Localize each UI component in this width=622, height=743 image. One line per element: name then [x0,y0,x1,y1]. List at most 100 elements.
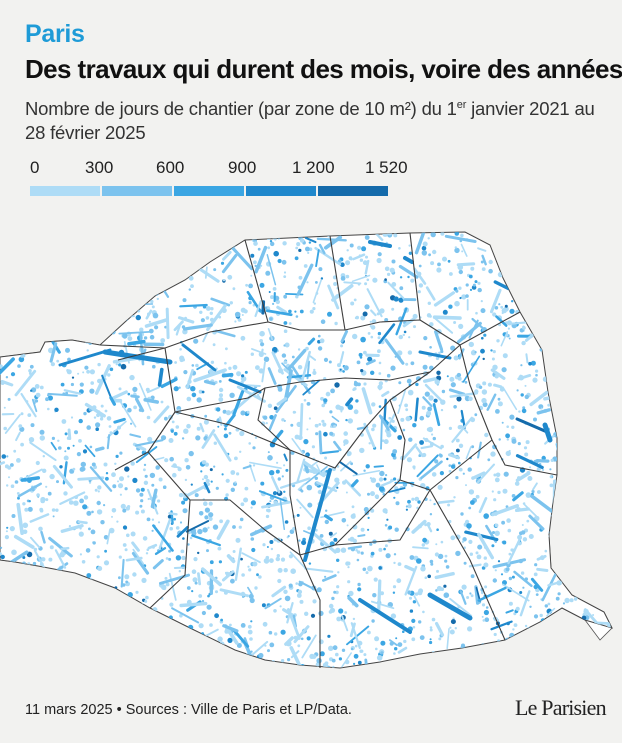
works-dot [258,575,262,579]
works-segment [221,253,238,274]
works-dot [288,667,294,668]
works-dot [314,528,318,532]
works-dot [370,335,374,339]
works-dot [227,637,233,644]
subtitle: Nombre de jours de chantier (par zone de… [25,97,595,145]
works-dot [387,232,393,236]
works-dot [485,606,489,609]
works-dot [558,526,565,533]
works-dot [410,278,415,283]
works-dot [48,557,53,562]
paris-map [0,231,622,669]
works-segment [29,441,57,462]
works-dot [82,371,85,374]
works-dot [45,485,48,488]
works-dot [508,648,514,653]
works-dot [482,402,488,408]
boundary-west-1 [99,344,176,453]
works-segment [309,355,317,361]
works-dot [424,523,428,527]
works-dot [538,245,544,251]
works-dot [260,232,264,235]
works-dot [436,528,439,531]
works-dot [465,484,467,487]
works-dot [604,243,609,248]
works-dot [354,644,358,648]
works-segment [588,565,599,576]
works-dot [430,562,434,566]
works-dot [244,486,249,491]
works-segment [565,445,576,454]
works-segment [107,621,140,628]
works-dot [375,647,378,651]
works-dot [95,427,99,432]
works-dot [588,514,592,518]
works-segment [289,551,307,570]
works-dot [444,559,448,563]
works-dot [591,259,595,262]
works-dot [307,526,311,530]
works-dot [484,432,489,438]
works-segment [426,524,433,533]
works-dot [527,633,533,638]
works-dot [133,637,138,642]
works-dot [618,324,622,328]
works-dot [454,627,457,630]
works-dot [292,527,296,531]
works-segment [448,388,466,396]
works-dot [32,574,36,579]
works-segment [316,237,347,242]
works-dot [50,362,56,367]
works-dot [407,389,414,396]
works-dot [273,406,278,411]
works-dot [62,639,68,644]
works-dot [451,464,456,469]
works-dot [469,592,472,595]
works-segment [41,307,55,312]
works-dot [130,422,133,425]
works-dot [45,666,51,668]
works-dot [68,275,73,280]
works-dot [602,266,605,269]
works-dot [581,275,586,281]
works-dot [97,245,102,250]
works-dot [196,426,201,431]
works-dot [411,637,416,642]
works-dot [297,365,303,370]
works-dot [408,251,413,255]
works-dot [1,345,4,347]
works-dot [203,474,209,480]
works-dot [431,472,437,477]
works-dot [146,639,152,645]
works-dot [55,602,60,607]
works-dot [429,638,432,641]
works-segment [471,317,486,331]
works-dot [388,416,392,420]
works-dot [267,451,270,454]
works-dot [175,555,182,561]
works-dot [521,524,524,526]
works-segment [154,547,167,556]
works-dot [385,553,391,559]
works-segment [247,586,253,595]
works-dot [34,620,38,624]
works-dot [364,304,370,310]
works-dot [463,561,467,565]
works-dot [216,407,221,412]
works-dot [502,540,507,545]
works-segment [456,321,482,344]
works-dot [437,484,443,490]
works-segment [577,482,605,496]
works-dot [14,253,19,258]
works-dot [336,558,340,562]
works-segment [4,413,21,435]
works-dot [229,392,235,398]
works-dot [581,651,588,657]
works-dot [46,269,51,274]
works-dot [48,275,52,278]
works-dot [470,654,473,657]
works-dot [78,418,83,424]
works-dot [461,656,465,660]
works-dot [403,639,407,644]
works-dot [90,297,96,303]
